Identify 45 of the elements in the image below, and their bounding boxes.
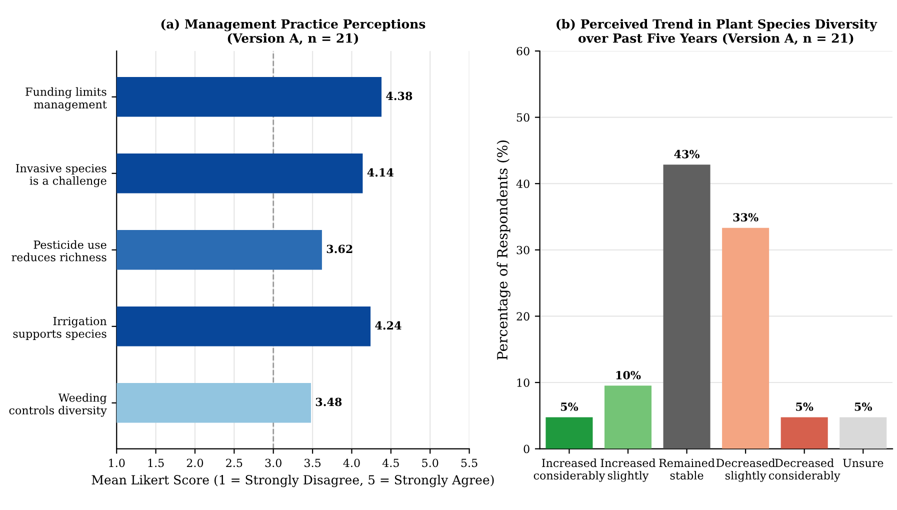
y-tick-label: Pesticide use reduces richness	[12, 240, 106, 262]
y-tick-label: 40	[516, 180, 530, 188]
data-label: 4.38	[386, 92, 412, 100]
x-axis-title: Mean Likert Score (1 = Strongly Disagree, 5 = Strongly Agree)	[92, 474, 494, 488]
data-label: 5%	[854, 402, 872, 411]
bar	[663, 164, 710, 449]
bar	[840, 417, 887, 449]
bar	[546, 417, 593, 449]
x-tick-label: 2.0	[186, 458, 204, 468]
data-label: 43%	[674, 150, 700, 158]
data-label: 5%	[560, 402, 578, 411]
x-tick-label: 2.5	[226, 458, 242, 468]
x-tick-label: Unsure	[843, 458, 884, 468]
y-tick-label: 10	[517, 378, 530, 387]
x-tick-label: 3.5	[304, 458, 321, 468]
data-label: 4.24	[375, 321, 402, 330]
y-tick-label: 0	[524, 444, 530, 454]
y-tick-label: 30	[516, 246, 530, 254]
x-tick-label: 4.0	[343, 458, 360, 468]
x-tick-label: Remained stable	[659, 458, 715, 480]
y-tick-label: Funding limits management	[26, 87, 107, 111]
data-label: 4.14	[367, 168, 394, 177]
bar	[604, 386, 652, 449]
data-label: 5%	[796, 402, 814, 411]
chart-title: (a) Management Practice Perceptions (Version A, n = 21)	[161, 18, 426, 45]
y-tick-label: Weeding controls diversity	[9, 393, 107, 417]
x-tick-label: 5.0	[422, 458, 438, 468]
data-label: 10%	[616, 370, 641, 380]
bar	[722, 228, 770, 449]
bar	[780, 417, 828, 449]
x-tick-label: 1.0	[109, 458, 125, 468]
y-tick-label: 60	[516, 46, 530, 56]
x-tick-label: 1.5	[148, 458, 164, 468]
data-label: 3.48	[316, 398, 342, 406]
x-tick-label: 4.5	[382, 458, 399, 468]
y-tick-label: Invasive species is a challenge	[16, 164, 106, 188]
chart-title: (b) Perceived Trend in Plant Species Diversity over Past Five Years (Version A, n = 21)	[556, 18, 878, 45]
x-tick-label: 5.5	[461, 458, 478, 468]
y-tick-label: 50	[516, 113, 530, 122]
y-tick-label: Irrigation supports species	[13, 316, 107, 340]
y-tick-label: 20	[516, 312, 530, 321]
data-label: 33%	[733, 213, 758, 222]
data-label: 3.62	[326, 244, 352, 254]
y-axis-title: Percentage of Respondents (%)	[496, 140, 510, 360]
x-tick-label: 3.0	[265, 458, 282, 468]
